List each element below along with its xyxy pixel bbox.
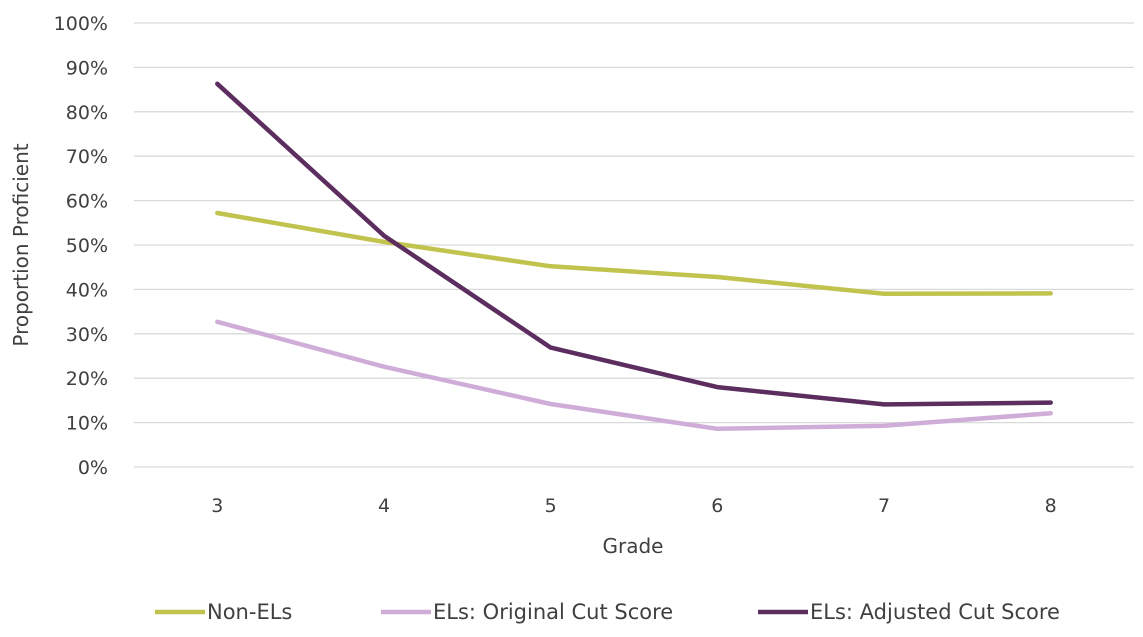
series-line-els-original-cut-score [215,319,1053,432]
y-tick-label: 60% [66,191,108,213]
x-tick-label: 8 [1045,495,1057,517]
x-axis-title: Grade [603,534,664,558]
series-line-non-els [215,210,1053,297]
y-tick-label: 40% [66,279,108,301]
y-axis-title: Proportion Proficient [9,143,33,346]
y-tick-label: 70% [66,146,108,168]
x-tick-label: 7 [878,495,890,517]
series-lines [215,81,1053,432]
y-axis-ticks: 0% 10% 20% 30% 40% 50% 60% 70% 80% 90% 100% [54,13,108,479]
y-tick-label: 100% [54,13,108,35]
legend-label-els-adjusted-cut-score: ELs: Adjusted Cut Score [810,600,1060,624]
y-tick-label: 30% [66,324,108,346]
y-tick-label: 90% [66,57,108,79]
gridlines [134,22,1134,468]
y-tick-label: 50% [66,235,108,257]
x-tick-label: 6 [711,495,723,517]
legend: Non-ELs ELs: Original Cut Score ELs: Adjus… [155,600,1060,624]
y-tick-label: 10% [66,413,108,435]
x-tick-label: 3 [211,495,223,517]
y-tick-label: 0% [78,457,108,479]
x-tick-label: 5 [545,495,557,517]
x-axis-ticks: 3 4 5 6 7 8 [211,495,1056,517]
y-tick-label: 20% [66,368,108,390]
legend-label-non-els: Non-ELs [207,600,292,624]
y-tick-label: 80% [66,102,108,124]
series-line-els-adjusted-cut-score [215,81,1053,407]
legend-label-els-original-cut-score: ELs: Original Cut Score [433,600,673,624]
x-tick-label: 4 [378,495,390,517]
